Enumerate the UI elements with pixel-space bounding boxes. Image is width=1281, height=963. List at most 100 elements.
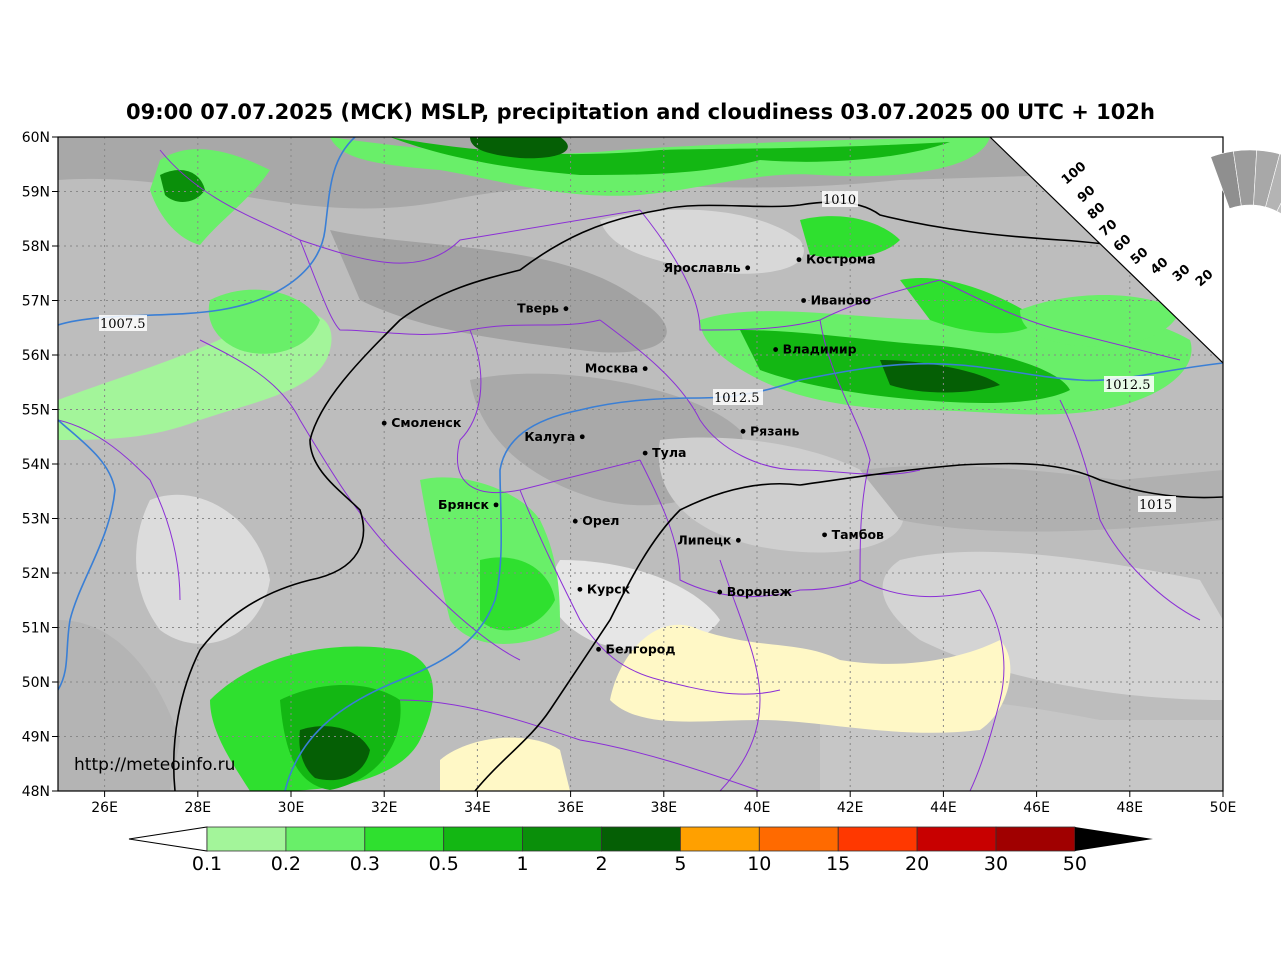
city-label: Белгород xyxy=(606,641,676,656)
colorbar-label: 0.1 xyxy=(192,853,222,875)
lat-tick-label: 50N xyxy=(22,675,50,691)
lat-tick-label: 51N xyxy=(22,621,50,637)
city-label: Липецк xyxy=(677,532,732,547)
city-dot xyxy=(579,434,585,440)
city-dot xyxy=(572,518,578,524)
city-dot xyxy=(740,428,746,434)
lon-tick-label: 44E xyxy=(930,800,957,816)
city-label: Орел xyxy=(582,513,619,528)
city-label: Ярославль xyxy=(664,260,741,275)
lon-tick-label: 32E xyxy=(371,800,398,816)
lat-tick-label: 49N xyxy=(22,730,50,746)
colorbar-label: 5 xyxy=(674,853,686,875)
region-borders xyxy=(58,149,1201,791)
city-dot xyxy=(735,537,741,543)
lat-tick-label: 56N xyxy=(22,348,50,364)
city-label: Смоленск xyxy=(391,415,462,430)
city-dot xyxy=(563,306,569,312)
city-dot xyxy=(642,366,648,372)
colorbar-max-extend xyxy=(1074,827,1153,851)
map-title: 09:00 07.07.2025 (МСК) MSLP, precipitati… xyxy=(126,100,1155,124)
lat-tick-label: 52N xyxy=(22,566,50,582)
colorbar-segment xyxy=(916,826,997,852)
watermark-url: http://meteoinfo.ru xyxy=(74,755,235,775)
cloud-legend-segment xyxy=(1276,202,1281,215)
city-label: Москва xyxy=(585,361,638,376)
colorbar-label: 20 xyxy=(905,853,929,875)
city-dot xyxy=(381,420,387,426)
clear-sky-area xyxy=(440,624,1011,791)
lat-tick-label: 48N xyxy=(22,784,50,800)
isobar-label-1015: 1015 xyxy=(1139,498,1172,513)
colorbar-label: 10 xyxy=(747,853,771,875)
isobar-1015-line xyxy=(474,462,1223,791)
colorbar-label: 15 xyxy=(826,853,850,875)
lat-tick-label: 53N xyxy=(22,512,50,528)
city-label: Курск xyxy=(587,581,631,596)
city-label: Владимир xyxy=(783,342,857,357)
lon-tick-label: 36E xyxy=(557,800,584,816)
city-label: Рязань xyxy=(750,423,800,438)
lat-tick-label: 55N xyxy=(22,403,50,419)
colorbar-segment xyxy=(443,826,524,852)
colorbar-label: 0.2 xyxy=(271,853,301,875)
colorbar-segment xyxy=(995,826,1076,852)
city-label: Тамбов xyxy=(832,527,884,542)
colorbar-segment xyxy=(364,826,445,852)
colorbar-label: 0.3 xyxy=(350,853,380,875)
lon-tick-label: 28E xyxy=(184,800,211,816)
lon-tick-label: 40E xyxy=(744,800,771,816)
lon-tick-label: 48E xyxy=(1116,800,1143,816)
latitude-labels: 60N 59N 58N 57N 56N 55N 54N 53N 52N 51N 50N 49N 48N xyxy=(22,130,58,800)
city-label: Тверь xyxy=(517,301,559,316)
city-label: Брянск xyxy=(438,497,490,512)
city-dot xyxy=(596,646,601,652)
city-dot xyxy=(796,257,802,263)
lat-tick-label: 57N xyxy=(22,294,50,310)
cloud-legend-segment xyxy=(1265,153,1281,212)
map-area xyxy=(58,137,1223,791)
city-label: Тула xyxy=(652,445,686,460)
lat-tick-label: 58N xyxy=(22,239,50,255)
lat-tick-label: 60N xyxy=(22,130,50,146)
city-dot xyxy=(822,532,827,538)
isobar-labels: 1007.5 1010 1012.5 1012.5 1015 xyxy=(99,191,1176,513)
city-markers: Ярославль Кострома Иваново Тверь Владимир Мос… xyxy=(381,252,884,656)
colorbar-segment xyxy=(837,826,918,852)
city-dot xyxy=(577,586,583,592)
lon-tick-label: 46E xyxy=(1023,800,1050,816)
isobar-label-1007-5: 1007.5 xyxy=(100,317,146,332)
lon-tick-label: 50E xyxy=(1210,800,1237,816)
colorbar-label: 0.5 xyxy=(429,853,459,875)
longitude-labels: 26E 28E 30E 32E 34E 36E 38E 40E 42E 44E 46E 48E 50E xyxy=(91,791,1236,816)
city-dot xyxy=(801,298,806,303)
colorbar-segment xyxy=(680,826,760,852)
lon-tick-label: 42E xyxy=(837,800,864,816)
isobar-1007-5-west-line xyxy=(58,419,116,691)
colorbar-segment xyxy=(206,826,287,852)
isobar-label-1012-5-mid: 1012.5 xyxy=(714,391,760,406)
city-dot xyxy=(493,502,499,508)
city-dot xyxy=(745,265,751,271)
lon-tick-label: 26E xyxy=(91,800,118,816)
city-label: Воронеж xyxy=(727,584,793,599)
lon-tick-label: 38E xyxy=(650,800,677,816)
city-label: Калуга xyxy=(524,429,575,444)
city-label: Кострома xyxy=(806,252,876,267)
colorbar-label: 50 xyxy=(1063,853,1087,875)
colorbar-label: 1 xyxy=(517,853,529,875)
colorbar-label: 30 xyxy=(984,853,1008,875)
lon-tick-label: 34E xyxy=(464,800,491,816)
isobar-1012-5-line xyxy=(284,362,1223,791)
colorbar-segment xyxy=(522,826,602,852)
isobar-label-1010: 1010 xyxy=(823,193,856,208)
colorbar-segment xyxy=(601,826,681,852)
lon-tick-label: 30E xyxy=(278,800,305,816)
colorbar-segment xyxy=(758,826,839,852)
graticule xyxy=(58,137,1223,791)
precipitation-colorbar: 0.1 0.2 0.3 0.5 1 2 5 10 15 20 30 50 xyxy=(128,826,1153,875)
lat-tick-label: 54N xyxy=(22,457,50,473)
city-dot xyxy=(773,347,779,352)
colorbar-label: 2 xyxy=(595,853,607,875)
